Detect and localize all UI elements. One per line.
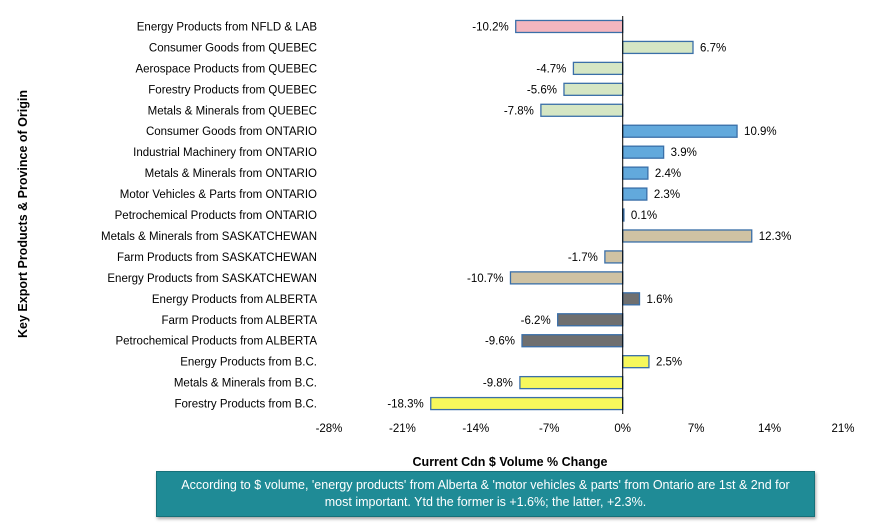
bar <box>557 313 624 327</box>
x-tick-label: 14% <box>758 423 781 435</box>
data-label: -4.7% <box>536 63 566 75</box>
category-label: Forestry Products from B.C. <box>174 399 317 411</box>
data-label: -5.6% <box>527 84 557 96</box>
x-tick-label: 0% <box>614 423 631 435</box>
bar <box>540 103 624 117</box>
data-label: 1.6% <box>646 294 672 306</box>
bar <box>430 396 624 411</box>
bar <box>604 250 624 264</box>
category-labels: Energy Products from NFLD & LAB Consumer … <box>101 21 317 410</box>
category-label: Metals & Minerals from ONTARIO <box>145 168 317 180</box>
category-label: Energy Products from B.C. <box>180 357 317 369</box>
data-label: 0.1% <box>631 210 657 222</box>
x-tick-label: -7% <box>539 423 559 435</box>
category-label: Consumer Goods from QUEBEC <box>149 42 317 54</box>
data-label: -1.7% <box>568 252 598 264</box>
bar <box>622 292 641 306</box>
y-axis-title: Key Export Products & Province of Origin <box>16 90 30 338</box>
data-label: 2.4% <box>655 168 681 180</box>
x-tick-label: -14% <box>462 423 489 435</box>
category-label: Motor Vehicles & Parts from ONTARIO <box>120 189 317 201</box>
data-label: -7.8% <box>504 105 534 117</box>
category-label: Energy Products from ALBERTA <box>152 294 317 306</box>
data-label: -10.2% <box>472 21 508 33</box>
bar <box>622 355 650 369</box>
category-label: Consumer Goods from ONTARIO <box>146 126 317 138</box>
bar <box>622 124 738 138</box>
x-tick-label: 21% <box>831 423 854 435</box>
category-label: Farm Products from ALBERTA <box>161 315 317 327</box>
x-tick-label: -28% <box>316 423 343 435</box>
category-label: Farm Products from SASKATCHEWAN <box>117 252 317 264</box>
bar <box>509 271 624 285</box>
bar <box>521 334 624 348</box>
value-labels: -10.2% 6.7% -4.7% -5.6% -7.8% 10.9% 3.9% 2.4% 2.… <box>387 21 791 410</box>
bar <box>622 40 694 55</box>
category-label: Energy Products from SASKATCHEWAN <box>107 273 317 285</box>
x-tick-label: 7% <box>688 423 705 435</box>
category-label: Metals & Minerals from B.C. <box>174 378 317 390</box>
data-label: 12.3% <box>759 231 792 243</box>
category-label: Metals & Minerals from QUEBEC <box>148 105 317 117</box>
category-label: Forestry Products from QUEBEC <box>148 84 317 96</box>
data-label: -10.7% <box>467 273 503 285</box>
category-label: Petrochemical Products from ALBERTA <box>115 336 317 348</box>
bar <box>572 61 624 76</box>
annotation-note: According to $ volume, 'energy products'… <box>156 471 815 517</box>
bar <box>519 375 624 390</box>
category-label: Aerospace Products from QUEBEC <box>135 63 317 75</box>
data-label: -9.8% <box>483 378 513 390</box>
data-label: 2.3% <box>654 189 680 201</box>
annotation-note-text: According to $ volume, 'energy products'… <box>181 478 790 509</box>
bar <box>515 19 624 34</box>
data-label: 3.9% <box>671 147 697 159</box>
bars <box>430 19 753 411</box>
data-label: -9.6% <box>485 336 515 348</box>
x-tick-labels: -28% -21% -14% -7% 0% 7% 14% 21% <box>316 423 855 435</box>
bar <box>622 166 649 180</box>
category-label: Petrochemical Products from ONTARIO <box>115 210 317 222</box>
bar <box>622 229 753 243</box>
data-label: 2.5% <box>656 357 682 369</box>
data-label: -18.3% <box>387 399 423 411</box>
bar <box>622 187 648 201</box>
category-label: Metals & Minerals from SASKATCHEWAN <box>101 231 317 243</box>
data-label: 10.9% <box>744 126 777 138</box>
x-tick-label: -21% <box>389 423 416 435</box>
category-label: Industrial Machinery from ONTARIO <box>133 147 317 159</box>
data-label: 6.7% <box>700 42 726 54</box>
bar <box>563 82 624 96</box>
category-label: Energy Products from NFLD & LAB <box>137 21 318 33</box>
bar <box>622 145 665 159</box>
data-label: -6.2% <box>521 315 551 327</box>
x-axis-title: Current Cdn $ Volume % Change <box>413 455 608 469</box>
